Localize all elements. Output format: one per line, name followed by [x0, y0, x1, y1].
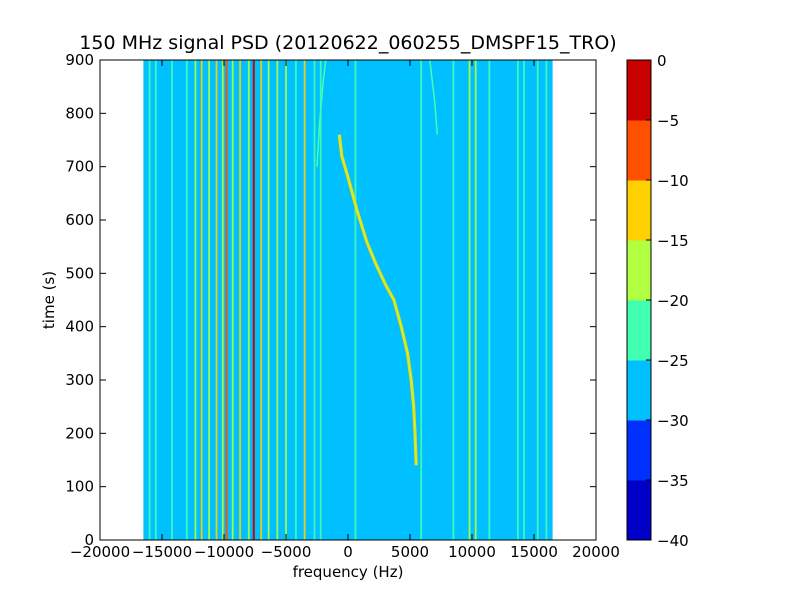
heatmap: [143, 60, 553, 540]
x-axis-ticks: −20000 −15000 −10000 −5000 0 5000 10000 15000 20…: [70, 60, 620, 561]
signal-band: [208, 60, 211, 540]
colorbar-tick-label: 0: [657, 52, 667, 70]
signal-band: [452, 60, 455, 540]
chart-title: 150 MHz signal PSD (20120622_060255_DMSP…: [79, 32, 616, 54]
x-tick-label: 15000: [510, 543, 558, 561]
y-axis-label: time (s): [40, 271, 58, 329]
x-tick-label: −15000: [132, 543, 192, 561]
colorbar-segment: [627, 240, 651, 301]
psd-background: [143, 60, 553, 540]
x-tick-label: 0: [343, 543, 353, 561]
signal-band: [154, 60, 157, 540]
signal-band: [295, 60, 297, 540]
signal-band: [260, 60, 263, 540]
signal-band: [488, 60, 491, 540]
y-tick-label: 200: [65, 424, 94, 442]
y-tick-label: 0: [84, 531, 94, 549]
colorbar-segment: [627, 180, 651, 241]
colorbar-tick-label: −15: [657, 232, 689, 250]
signal-band: [474, 60, 477, 540]
colorbar: −40 −35 −30 −25 −20 −15 −10 −5 0: [626, 52, 689, 550]
signal-band: [231, 60, 234, 540]
signal-band: [247, 60, 250, 540]
y-axis-ticks: 0 100 200 300 400 500 600 700 800 900: [65, 51, 596, 549]
y-tick-label: 700: [65, 158, 94, 176]
colorbar-tick-label: −5: [657, 112, 679, 130]
x-axis-label: frequency (Hz): [293, 563, 404, 581]
signal-band: [523, 60, 525, 540]
colorbar-tick-label: −25: [657, 352, 689, 370]
doppler-trace-core: [338, 134, 417, 466]
signal-band: [221, 60, 224, 540]
signal-band: [252, 60, 255, 540]
x-tick-label: −20000: [70, 543, 130, 561]
signal-band: [194, 60, 197, 540]
x-tick-label: 10000: [448, 543, 496, 561]
signal-band: [516, 60, 519, 540]
y-tick-label: 300: [65, 371, 94, 389]
y-tick-label: 500: [65, 264, 94, 282]
signal-band: [468, 60, 471, 540]
colorbar-segment: [627, 420, 651, 481]
colorbar-segment: [627, 300, 651, 361]
x-tick-label: 20000: [572, 543, 620, 561]
signal-band: [354, 60, 357, 540]
signal-band: [185, 60, 188, 540]
signal-band: [536, 60, 539, 540]
y-tick-label: 400: [65, 318, 94, 336]
y-tick-label: 800: [65, 104, 94, 122]
colorbar-tick-label: −40: [657, 532, 689, 550]
x-tick-label: −5000: [261, 543, 312, 561]
colorbar-segment: [627, 360, 651, 421]
signal-band: [171, 60, 173, 540]
signal-band: [319, 60, 322, 540]
signal-band: [545, 60, 548, 540]
signal-band: [420, 60, 423, 540]
signal-band: [276, 60, 279, 540]
y-tick-label: 900: [65, 51, 94, 69]
colorbar-tick-label: −20: [657, 292, 689, 310]
signal-band: [215, 60, 218, 540]
colorbar-segment: [627, 480, 651, 541]
colorbar-segment: [627, 120, 651, 181]
y-tick-label: 600: [65, 211, 94, 229]
signal-band: [239, 60, 242, 540]
faint-trace: [429, 60, 439, 135]
colorbar-tick-label: −35: [657, 472, 689, 490]
colorbar-tick-label: −30: [657, 412, 689, 430]
colorbar-segment: [627, 60, 651, 121]
signal-band: [303, 60, 306, 540]
signal-band: [313, 60, 316, 540]
x-tick-label: −10000: [194, 543, 254, 561]
faint-trace: [316, 60, 327, 167]
signal-band: [148, 60, 151, 540]
signal-band: [267, 60, 270, 540]
colorbar-tick-label: −10: [657, 172, 689, 190]
x-tick-label: 5000: [391, 543, 429, 561]
y-tick-label: 100: [65, 478, 94, 496]
signal-band: [285, 60, 287, 540]
signal-band: [225, 60, 228, 540]
signal-band: [200, 60, 203, 540]
